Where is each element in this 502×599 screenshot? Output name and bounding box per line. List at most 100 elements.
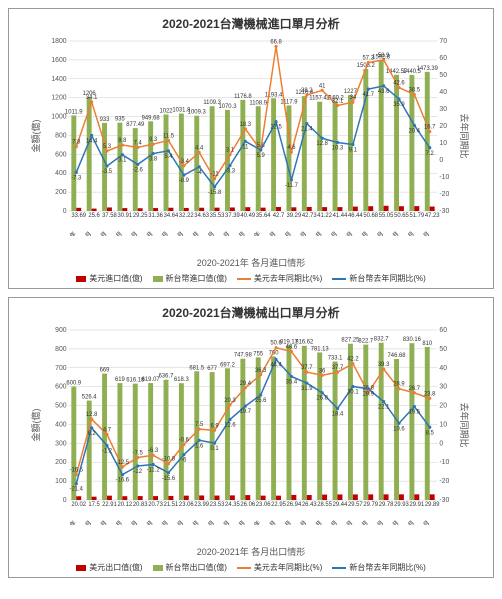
svg-text:23.06: 23.06: [256, 502, 271, 508]
svg-text:8.8: 8.8: [118, 138, 127, 144]
svg-text:200: 200: [55, 459, 67, 466]
svg-text:37.7: 37.7: [301, 365, 312, 371]
svg-text:11月: 11月: [218, 519, 231, 525]
svg-text:20.83: 20.83: [133, 502, 148, 508]
svg-text:10.3: 10.3: [332, 145, 344, 151]
svg-text:4.7: 4.7: [103, 427, 111, 433]
svg-text:810: 810: [422, 341, 433, 347]
svg-text:30: 30: [439, 384, 447, 391]
svg-text:400: 400: [55, 170, 67, 177]
svg-text:33.69: 33.69: [71, 213, 86, 219]
svg-text:1117.9: 1117.9: [280, 99, 298, 105]
svg-text:51.79: 51.79: [409, 213, 424, 219]
svg-text:58.9: 58.9: [378, 53, 390, 59]
svg-text:7.5: 7.5: [195, 422, 204, 428]
svg-text:42.6: 42.6: [393, 81, 405, 87]
svg-text:5.9: 5.9: [257, 153, 266, 159]
svg-text:46.44: 46.44: [348, 213, 363, 219]
svg-text:-6: -6: [181, 458, 187, 464]
svg-text:22.1: 22.1: [378, 405, 390, 411]
svg-text:25.6: 25.6: [88, 213, 100, 219]
svg-text:-3.3: -3.3: [225, 169, 236, 175]
svg-text:10月: 10月: [202, 519, 216, 525]
svg-text:6月: 6月: [328, 230, 339, 236]
svg-text:30: 30: [439, 106, 447, 113]
svg-text:43.6: 43.6: [378, 89, 390, 95]
svg-text:619: 619: [115, 377, 126, 383]
svg-text:1193.4: 1193.4: [265, 92, 283, 98]
svg-text:-15.8: -15.8: [208, 190, 222, 196]
svg-text:38.5: 38.5: [409, 88, 421, 94]
svg-text:42.73: 42.73: [302, 213, 317, 219]
svg-text:41: 41: [319, 83, 326, 89]
svg-text:1600: 1600: [51, 57, 66, 64]
svg-text:11月: 11月: [218, 230, 231, 236]
svg-text:300: 300: [55, 440, 67, 447]
svg-text:20.73: 20.73: [148, 502, 163, 508]
svg-text:19.7: 19.7: [240, 409, 251, 415]
svg-text:949.68: 949.68: [142, 115, 161, 121]
svg-text:23.99: 23.99: [194, 502, 209, 508]
y1-axis-label: 金額(億): [29, 409, 42, 442]
svg-text:35.4: 35.4: [286, 379, 298, 385]
svg-text:12.6: 12.6: [224, 422, 236, 428]
svg-text:7月: 7月: [343, 230, 354, 236]
svg-text:12月: 12月: [233, 230, 247, 236]
svg-text:2月: 2月: [82, 519, 93, 525]
svg-text:12月: 12月: [417, 230, 431, 236]
svg-text:-30: -30: [439, 208, 449, 215]
svg-text:877.49: 877.49: [126, 122, 145, 128]
svg-text:11: 11: [242, 144, 249, 150]
svg-text:200: 200: [55, 189, 67, 196]
import-chart-title: 2020-2021台灣機械進口單月分析: [13, 15, 489, 32]
svg-text:0: 0: [439, 440, 443, 447]
svg-text:50.6: 50.6: [270, 341, 282, 347]
svg-text:31.9: 31.9: [301, 386, 313, 392]
svg-text:29.57: 29.57: [348, 502, 363, 508]
y2-axis-label: 去年同期比: [458, 113, 471, 158]
svg-text:39.3: 39.3: [378, 362, 390, 368]
svg-text:1011.9: 1011.9: [65, 109, 83, 115]
svg-text:41.7: 41.7: [363, 92, 374, 98]
import-svg: 020040060080010001200140016001800-30-20-…: [47, 36, 459, 236]
svg-text:42.7: 42.7: [273, 213, 284, 219]
svg-text:35.9: 35.9: [393, 102, 405, 108]
svg-text:4月: 4月: [297, 519, 308, 525]
svg-text:7月: 7月: [343, 519, 354, 525]
svg-text:7月: 7月: [158, 230, 169, 236]
svg-text:832.7: 832.7: [374, 337, 389, 343]
svg-text:-3.4: -3.4: [179, 159, 190, 165]
svg-text:29.93: 29.93: [394, 502, 409, 508]
y2-axis-label: 去年同期比: [458, 402, 471, 447]
svg-text:23.53: 23.53: [210, 502, 225, 508]
legend-green-bar: 新台幣進口值(億): [153, 273, 227, 284]
svg-text:781.13: 781.13: [311, 346, 330, 352]
svg-text:36: 36: [319, 368, 326, 374]
svg-text:20.02: 20.02: [71, 502, 86, 508]
svg-text:40.49: 40.49: [240, 213, 255, 219]
svg-text:55.05: 55.05: [379, 213, 394, 219]
svg-text:677: 677: [207, 366, 217, 372]
svg-text:37.58: 37.58: [102, 213, 117, 219]
export-svg: 0100200300400500600700800900-30-20-10010…: [47, 325, 459, 525]
svg-text:900: 900: [55, 327, 67, 334]
svg-text:36.3: 36.3: [255, 368, 267, 374]
svg-text:26.06: 26.06: [240, 502, 255, 508]
svg-text:12月: 12月: [417, 519, 431, 525]
svg-text:5.4: 5.4: [164, 154, 173, 160]
svg-text:800: 800: [55, 132, 67, 139]
svg-text:600: 600: [55, 384, 67, 391]
svg-text:18.3: 18.3: [240, 122, 252, 128]
legend-blue-line: 新台幣去年同期比(%): [332, 562, 425, 573]
svg-text:11月: 11月: [402, 519, 415, 525]
svg-text:4月: 4月: [112, 230, 123, 236]
svg-text:4月: 4月: [112, 519, 123, 525]
svg-text:38.2: 38.2: [301, 88, 312, 94]
svg-text:19.5: 19.5: [409, 409, 421, 415]
svg-text:-2.6: -2.6: [133, 167, 144, 173]
svg-text:60: 60: [439, 55, 447, 62]
svg-text:10月: 10月: [387, 230, 401, 236]
svg-text:70: 70: [439, 38, 447, 45]
svg-text:669: 669: [100, 368, 111, 374]
svg-text:11月: 11月: [402, 230, 415, 236]
